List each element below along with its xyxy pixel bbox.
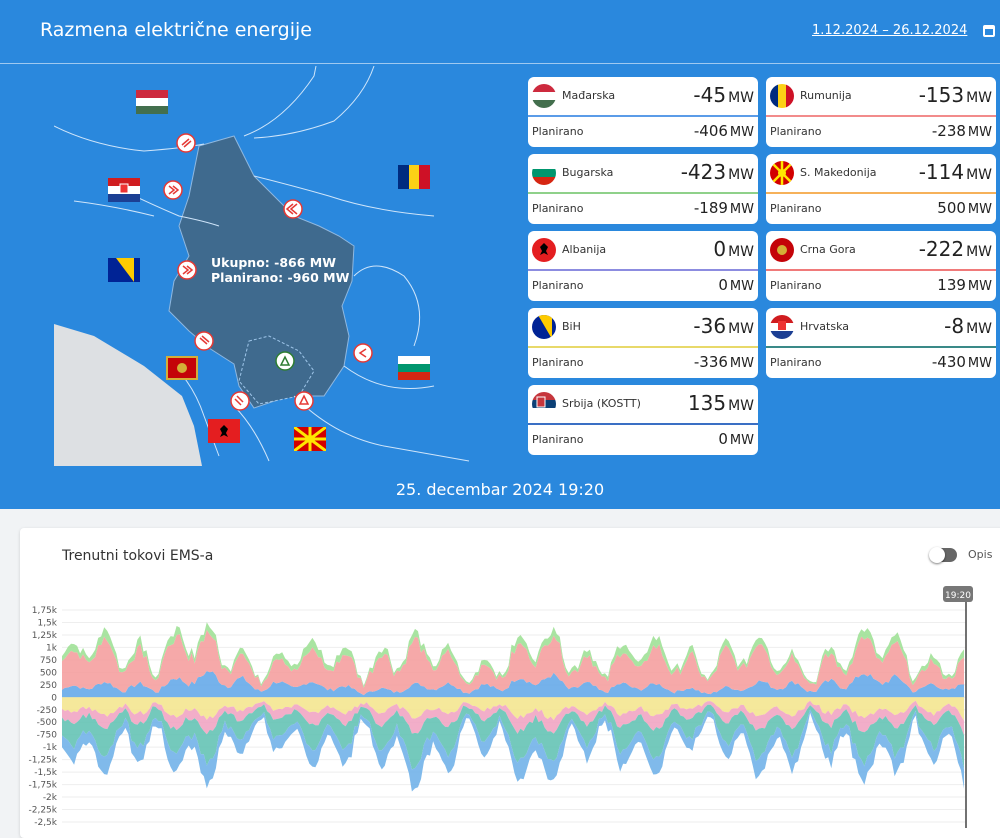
flow-marker-icon xyxy=(230,391,250,411)
bulgaria-flag-icon xyxy=(398,356,430,380)
country-name: Mađarska xyxy=(562,89,616,102)
planned-label: Planirano xyxy=(770,279,822,292)
country-card[interactable]: S. Makedonija -114 MW Planirano 500 MW xyxy=(766,154,996,224)
timestamp: 25. decembar 2024 19:20 xyxy=(395,480,605,499)
chart-card: Trenutni tokovi EMS-a Opis xyxy=(20,528,1000,838)
kosovo-flow-marker-icon xyxy=(275,351,295,371)
romania-flag-icon xyxy=(398,165,430,189)
country-card[interactable]: Crna Gora -222 MW Planirano 139 MW xyxy=(766,231,996,301)
planned-label: Planirano xyxy=(532,433,584,446)
flow-marker-icon xyxy=(194,331,214,351)
country-flag-icon xyxy=(770,161,794,185)
card-divider xyxy=(766,192,996,194)
bosnia-flag-icon xyxy=(108,258,140,282)
planned-value: 0 MW xyxy=(718,276,754,294)
flow-marker-icon xyxy=(177,260,197,280)
country-name: Crna Gora xyxy=(800,243,856,256)
current-value: -36 MW xyxy=(693,314,754,338)
country-flag-icon xyxy=(532,161,556,185)
description-toggle[interactable] xyxy=(929,547,957,563)
country-card[interactable]: Srbija (KOSTT) 135 MW Planirano 0 MW xyxy=(528,385,758,455)
country-flag-icon xyxy=(532,238,556,262)
top-panel: Razmena električne energije 1.12.2024 – … xyxy=(0,0,1000,509)
card-divider xyxy=(528,346,758,348)
map-summary: Ukupno: -866 MW Planirano: -960 MW xyxy=(211,255,349,285)
planned-label: Planirano xyxy=(532,125,584,138)
current-value: -114 MW xyxy=(918,160,992,184)
current-value: 135 MW xyxy=(687,391,754,415)
date-range-picker[interactable]: 1.12.2024 – 26.12.2024 xyxy=(812,23,968,38)
card-divider xyxy=(766,346,996,348)
card-divider xyxy=(528,192,758,194)
flow-marker-icon xyxy=(353,343,373,363)
country-card[interactable]: Rumunija -153 MW Planirano -238 MW xyxy=(766,77,996,147)
flow-marker-icon xyxy=(163,180,183,200)
country-name: Hrvatska xyxy=(800,320,850,333)
card-divider xyxy=(528,115,758,117)
country-name: Bugarska xyxy=(562,166,614,179)
current-value: 0 MW xyxy=(713,237,754,261)
card-divider xyxy=(528,269,758,271)
current-value: -222 MW xyxy=(918,237,992,261)
current-value: -153 MW xyxy=(918,83,992,107)
toggle-label: Opis xyxy=(968,548,993,561)
country-card[interactable]: Albanija 0 MW Planirano 0 MW xyxy=(528,231,758,301)
card-divider xyxy=(528,423,758,425)
map-planned-label: Planirano: -960 MW xyxy=(211,270,350,285)
planned-label: Planirano xyxy=(770,356,822,369)
flow-marker-icon xyxy=(283,199,303,219)
montenegro-flag-icon xyxy=(166,356,198,380)
planned-value: -406 MW xyxy=(693,122,754,140)
planned-label: Planirano xyxy=(532,356,584,369)
planned-label: Planirano xyxy=(770,125,822,138)
albania-flag-icon xyxy=(208,419,240,443)
flow-marker-icon xyxy=(294,391,314,411)
planned-value: 500 MW xyxy=(937,199,992,217)
country-card[interactable]: Mađarska -45 MW Planirano -406 MW xyxy=(528,77,758,147)
country-flag-icon xyxy=(770,238,794,262)
planned-value: -189 MW xyxy=(693,199,754,217)
country-card[interactable]: Hrvatska -8 MW Planirano -430 MW xyxy=(766,308,996,378)
country-name: Albanija xyxy=(562,243,607,256)
map-total-label: Ukupno: -866 MW xyxy=(211,255,337,270)
planned-value: -430 MW xyxy=(931,353,992,371)
country-name: Rumunija xyxy=(800,89,852,102)
country-flag-icon xyxy=(770,315,794,339)
flow-marker-icon xyxy=(176,133,196,153)
country-name: BiH xyxy=(562,320,581,333)
planned-label: Planirano xyxy=(532,279,584,292)
country-flag-icon xyxy=(532,84,556,108)
country-card[interactable]: Bugarska -423 MW Planirano -189 MW xyxy=(528,154,758,224)
chart-title: Trenutni tokovi EMS-a xyxy=(62,548,214,564)
hungary-flag-icon xyxy=(136,90,168,114)
planned-value: 0 MW xyxy=(718,430,754,448)
country-flag-icon xyxy=(532,392,556,416)
country-card[interactable]: BiH -36 MW Planirano -336 MW xyxy=(528,308,758,378)
card-divider xyxy=(766,269,996,271)
page-title: Razmena električne energije xyxy=(40,19,312,41)
card-divider xyxy=(766,115,996,117)
country-flag-icon xyxy=(770,84,794,108)
country-name: S. Makedonija xyxy=(800,166,877,179)
serbia-map xyxy=(54,66,470,466)
header-divider xyxy=(0,63,1000,64)
current-value: -423 MW xyxy=(680,160,754,184)
current-value: -45 MW xyxy=(693,83,754,107)
current-value: -8 MW xyxy=(944,314,992,338)
country-flag-icon xyxy=(532,315,556,339)
planned-label: Planirano xyxy=(532,202,584,215)
calendar-icon[interactable] xyxy=(983,25,995,37)
planned-value: -238 MW xyxy=(931,122,992,140)
planned-value: 139 MW xyxy=(937,276,992,294)
north-macedonia-flag-icon xyxy=(294,427,326,451)
planned-value: -336 MW xyxy=(693,353,754,371)
planned-label: Planirano xyxy=(770,202,822,215)
croatia-flag-icon xyxy=(108,178,140,202)
country-name: Srbija (KOSTT) xyxy=(562,397,641,410)
